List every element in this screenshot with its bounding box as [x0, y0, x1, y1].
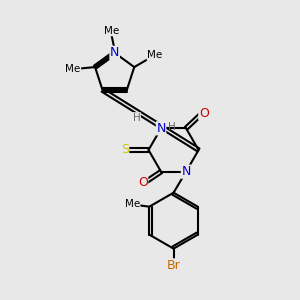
Text: Me: Me: [124, 199, 140, 209]
Text: Me: Me: [104, 26, 119, 36]
Text: Br: Br: [167, 259, 180, 272]
Text: Me: Me: [65, 64, 81, 74]
Text: N: N: [110, 46, 119, 59]
Text: H: H: [167, 122, 175, 132]
Text: O: O: [138, 176, 148, 189]
Text: Me: Me: [147, 50, 163, 60]
Text: N: N: [156, 122, 166, 135]
Text: N: N: [182, 165, 191, 178]
Text: O: O: [199, 107, 209, 120]
Text: H: H: [133, 113, 140, 123]
Text: S: S: [121, 143, 129, 157]
